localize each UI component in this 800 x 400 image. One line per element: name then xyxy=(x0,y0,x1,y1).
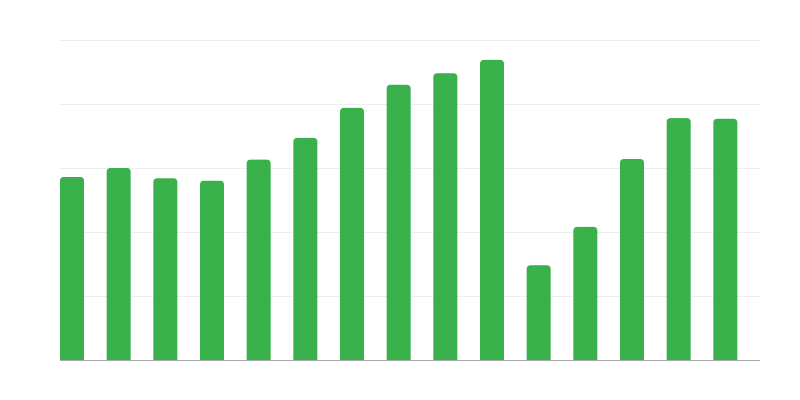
bar xyxy=(386,84,411,361)
bar xyxy=(340,107,364,360)
bars xyxy=(60,59,738,361)
bar xyxy=(293,137,318,360)
bar xyxy=(526,265,551,360)
bar xyxy=(200,180,224,360)
bar xyxy=(153,178,178,360)
bar xyxy=(713,118,738,360)
bar xyxy=(666,118,691,360)
bar xyxy=(106,168,131,360)
bar xyxy=(246,159,271,360)
bar xyxy=(60,176,84,360)
bar xyxy=(433,73,458,360)
bar xyxy=(620,159,644,360)
bar xyxy=(573,226,598,360)
bar xyxy=(480,59,504,361)
